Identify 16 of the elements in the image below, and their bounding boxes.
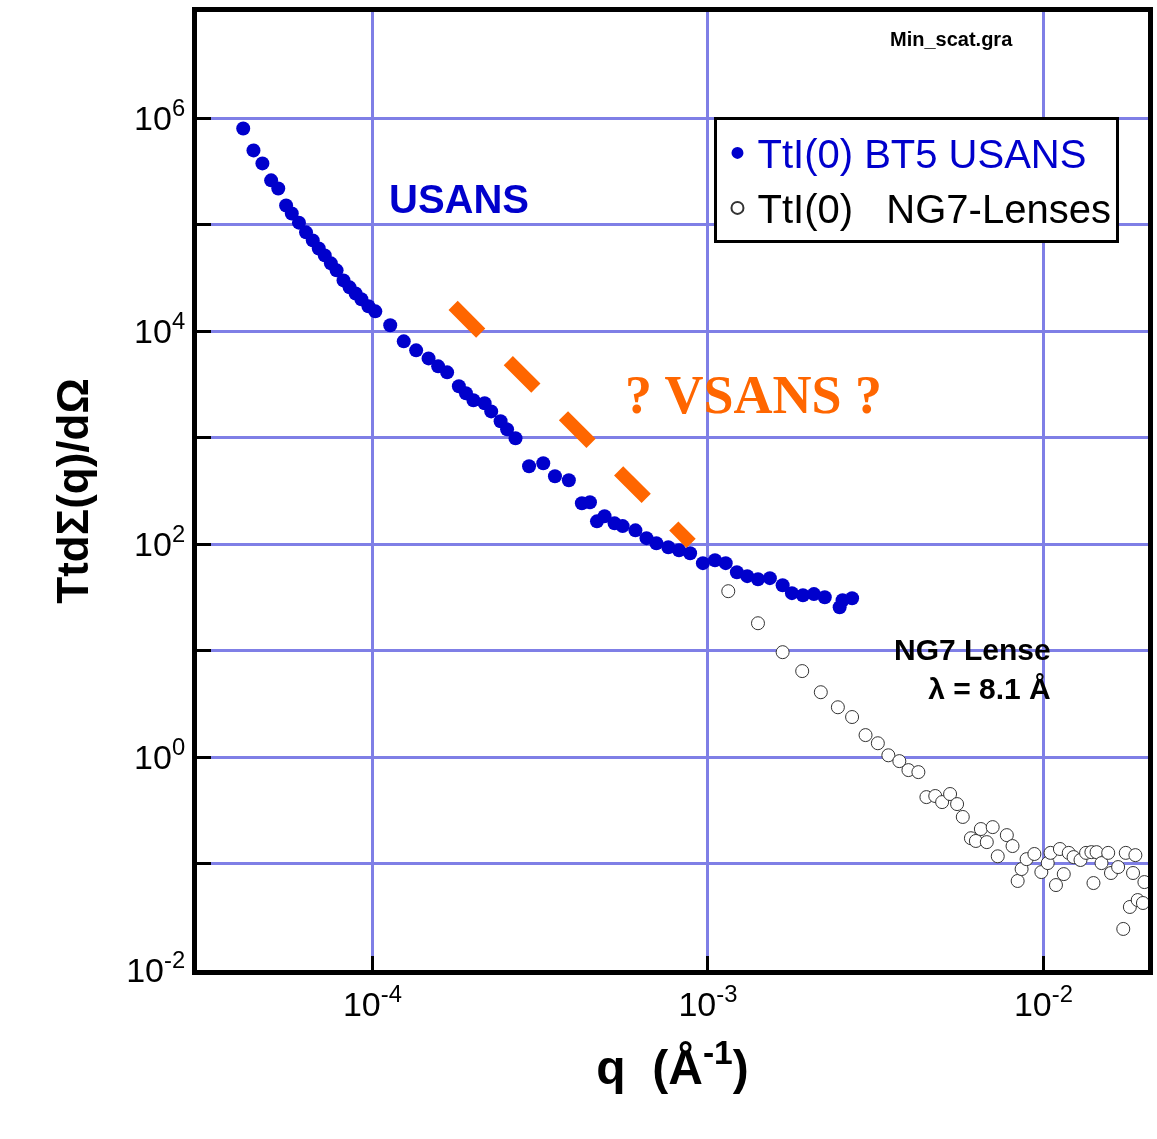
annotation: Min_scat.gra: [890, 28, 1014, 50]
y-tick-label: 10$^{-2}$: [126, 945, 186, 989]
y-tick-label: 10$^{6}$: [134, 94, 186, 138]
legend-label: TtI(0) NG7-Lenses: [757, 187, 1111, 232]
annotation: ? VSANS ?: [625, 365, 883, 425]
y-tick-label: 10$^{4}$: [134, 306, 186, 351]
y-tick-label: 10$^{2}$: [134, 519, 186, 564]
y-tick-label: 10$^{0}$: [134, 732, 186, 777]
annotation: USANS: [389, 177, 530, 221]
x-tick-label: 10$^{-3}$: [678, 979, 738, 1023]
annotation: NG7 Lense λ = 8.1 Å: [894, 633, 1051, 705]
x-axis-title: q (Å$^{-1}$): [596, 1033, 749, 1094]
x-tick-label: 10$^{-4}$: [342, 979, 402, 1023]
y-axis-title: TtdΣ(q)/dΩ: [48, 378, 98, 604]
x-tick-label: 10$^{-2}$: [1013, 979, 1073, 1023]
legend-label: TtI(0) BT5 USANS: [757, 132, 1087, 177]
